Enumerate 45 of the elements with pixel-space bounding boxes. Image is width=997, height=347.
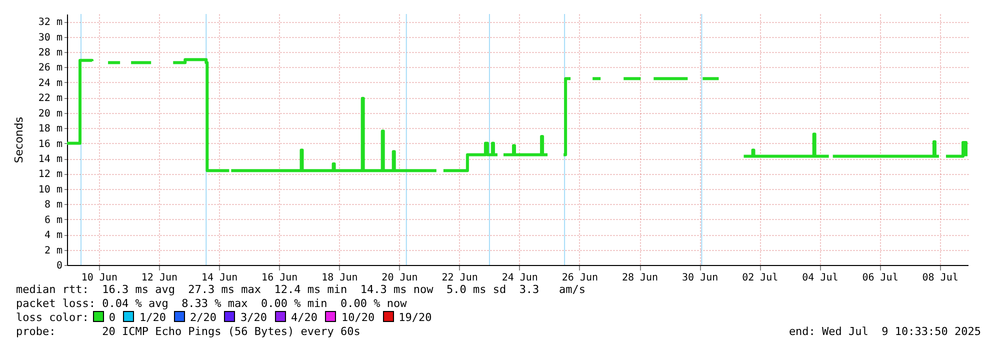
x-tick-label: 30 Jun bbox=[682, 272, 718, 284]
y-tick-label: 12 m bbox=[38, 169, 62, 180]
y-tick-label: 18 m bbox=[38, 124, 62, 135]
y-tick-label: 14 m bbox=[38, 154, 62, 166]
x-tick-label: 18 Jun bbox=[322, 272, 358, 284]
x-tick-label: 16 Jun bbox=[262, 272, 298, 284]
y-axis-title: Seconds bbox=[12, 116, 26, 164]
text: loss color: bbox=[16, 311, 89, 324]
y-tick-label: 22 m bbox=[38, 93, 62, 104]
text: 1/20 bbox=[139, 311, 166, 324]
y-tick-label: 8 m bbox=[44, 200, 62, 211]
x-tick-label: 02 Jul bbox=[742, 272, 778, 284]
text: median rtt: 16.3 ms avg 27.3 ms max 12.4 ms min 14.3 ms now 5.0 ms sd 3.3 am/s bbox=[16, 283, 586, 296]
y-tick-label: 30 m bbox=[38, 32, 62, 44]
y-tick-label: 20 m bbox=[38, 108, 62, 120]
y-tick-label: 0 bbox=[56, 260, 62, 272]
x-tick-label: 04 Jul bbox=[802, 272, 838, 284]
text: probe: 20 ICMP Echo Pings (56 Bytes) every 60s bbox=[16, 325, 360, 338]
x-tick-label: 28 Jun bbox=[622, 272, 658, 284]
text: packet loss: 0.04 % avg 8.33 % max 0.00 % min 0.00 % now bbox=[16, 297, 407, 310]
text: end: Wed Jul 9 10:33:50 2025 bbox=[788, 325, 981, 339]
y-tick-label: 16 m bbox=[38, 138, 62, 150]
x-tick-label: 26 Jun bbox=[562, 272, 598, 284]
y-tick-label: 6 m bbox=[44, 214, 62, 226]
x-tick-label: 06 Jul bbox=[862, 272, 898, 284]
x-tick-label: 14 Jun bbox=[201, 272, 238, 284]
x-tick-label: 24 Jun bbox=[502, 272, 538, 284]
y-tick-label: 10 m bbox=[38, 184, 62, 196]
y-tick-label: 24 m bbox=[38, 78, 62, 89]
text: 19/20 bbox=[398, 311, 432, 324]
y-tick-label: 4 m bbox=[44, 230, 62, 242]
x-tick-label: 10 Jun bbox=[81, 272, 118, 284]
text: 10/20 bbox=[341, 311, 375, 324]
text: 3/20 bbox=[240, 311, 267, 324]
text: 2/20 bbox=[190, 311, 216, 324]
x-tick-label: 22 Jun bbox=[442, 272, 478, 284]
y-tick-label: 2 m bbox=[44, 245, 62, 256]
x-tick-label: 12 Jun bbox=[141, 272, 178, 284]
x-tick-label: 20 Jun bbox=[382, 272, 418, 284]
text: 4/20 bbox=[290, 311, 318, 324]
y-tick-label: 26 m bbox=[38, 62, 62, 74]
y-tick-label: 28 m bbox=[38, 48, 62, 59]
text: 0 bbox=[108, 311, 116, 324]
y-tick-label: 32 m bbox=[38, 17, 62, 28]
x-tick-label: 08 Jul bbox=[922, 272, 958, 284]
